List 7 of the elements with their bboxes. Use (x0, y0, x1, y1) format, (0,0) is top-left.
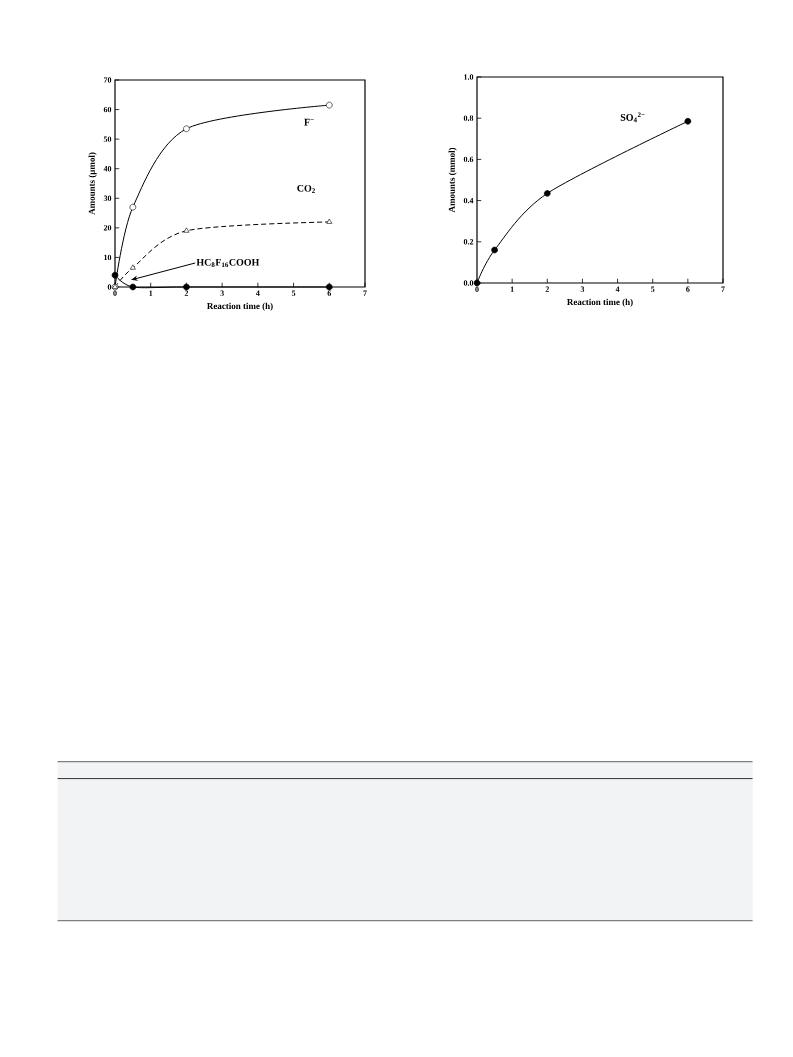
y-axis-title: Amounts (µmol) (88, 152, 97, 215)
y-axis-title: Amounts (mmol) (448, 147, 457, 213)
text: CO$_{2}$ (297, 184, 315, 193)
series-label: F$^{−}$ (304, 118, 314, 126)
x-axis-title: Reaction time (h) (567, 298, 633, 307)
series-label: HC$_{8}$F$_{16}$COOH (196, 258, 260, 268)
x-axis-title: Reaction time (h) (207, 302, 273, 311)
